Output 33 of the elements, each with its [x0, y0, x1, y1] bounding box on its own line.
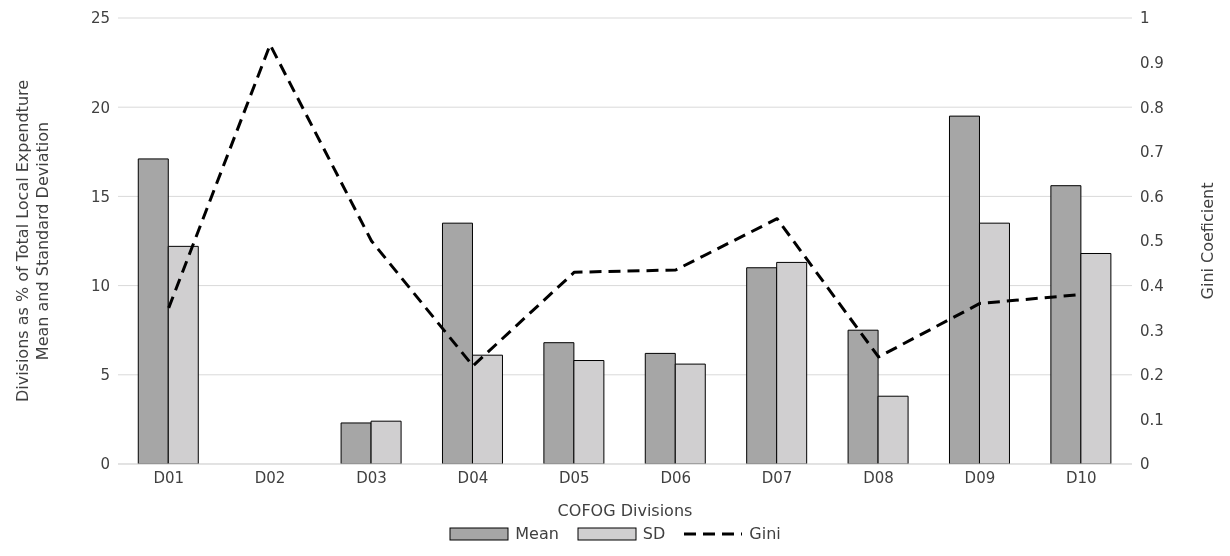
y2-tick-label: 0.4	[1140, 276, 1164, 295]
x-tick-label: D08	[863, 468, 894, 487]
x-tick-label: D04	[457, 468, 489, 487]
y-tick-label: 20	[90, 98, 110, 117]
y-tick-label: 0	[100, 455, 110, 474]
legend-label: Gini	[749, 524, 781, 543]
x-tick-label: D03	[356, 468, 387, 487]
y2-tick-label: 0.1	[1140, 410, 1164, 429]
y2-tick-label: 0.9	[1140, 53, 1164, 72]
x-tick-label: D02	[254, 468, 286, 487]
x-tick-label: D07	[761, 468, 793, 487]
x-tick-label: D06	[660, 468, 692, 487]
legend-label: SD	[642, 524, 666, 543]
y2-tick-label: 0.3	[1140, 321, 1164, 340]
y-axis-title: Divisions as % of Total Local Expendture Mean and Standard Deviation	[13, 79, 52, 403]
x-tick-label: D10	[1065, 468, 1097, 487]
y-tick-label: 15	[90, 187, 110, 206]
y2-tick-label: 0.2	[1140, 366, 1164, 385]
y-tick-label: 25	[90, 9, 110, 28]
y2-tick-label: 0.5	[1140, 232, 1164, 251]
y2-tick-label: 1	[1140, 9, 1150, 28]
x-tick-label: D05	[558, 468, 590, 487]
y-tick-label: 5	[100, 366, 110, 385]
y2-tick-label: 0.7	[1140, 143, 1164, 162]
legend-label: Mean	[515, 524, 559, 543]
y2-axis-title: Gini Coeficient	[1197, 182, 1217, 300]
x-tick-label: D09	[964, 468, 996, 487]
y-tick-label: 10	[90, 276, 110, 295]
y2-tick-label: 0	[1140, 455, 1150, 474]
x-tick-label: D01	[153, 468, 185, 487]
y2-tick-label: 0.6	[1140, 187, 1164, 206]
x-axis-title: COFOG Divisions	[557, 501, 693, 520]
y2-tick-label: 0.8	[1140, 98, 1164, 117]
